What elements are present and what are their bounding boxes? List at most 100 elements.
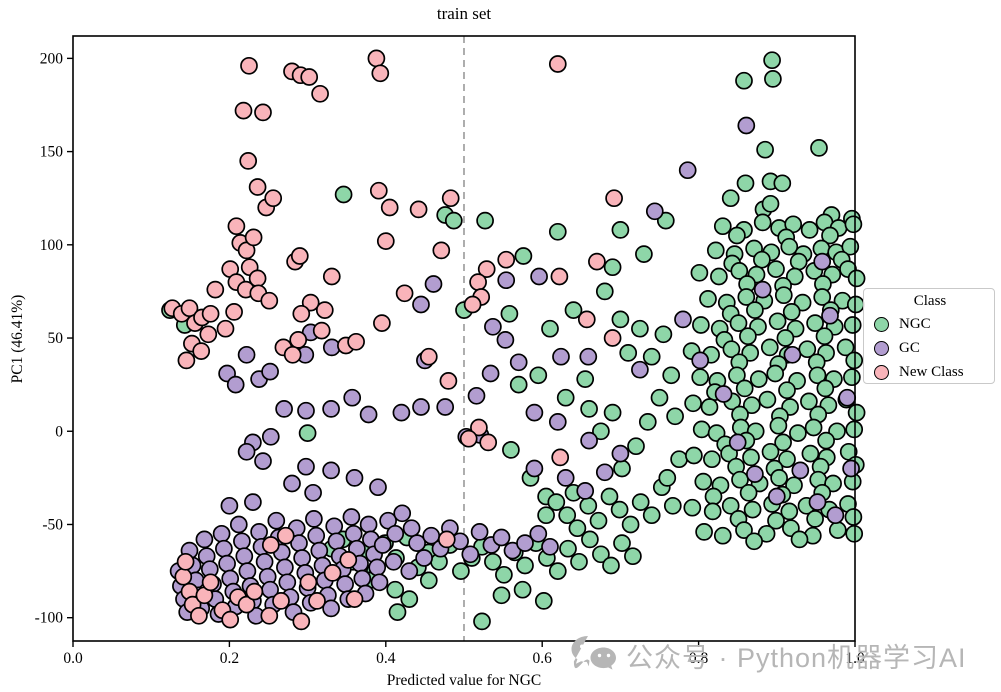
- legend-title: Class: [913, 293, 947, 309]
- scatter-point-gc: [261, 362, 279, 381]
- scatter-point-gc: [516, 534, 534, 552]
- scatter-point-new-class: [234, 101, 253, 120]
- scatter-point-ngc: [613, 534, 631, 552]
- scatter-point-ngc: [452, 562, 470, 580]
- scatter-point-gc: [467, 386, 486, 405]
- scatter-point-gc: [255, 552, 274, 571]
- scatter-point-ngc: [603, 403, 622, 422]
- scatter-point-gc: [235, 547, 254, 566]
- scatter-point-gc: [529, 524, 548, 543]
- scatter-point-gc: [579, 347, 598, 366]
- scatter-point-new-class: [477, 260, 496, 278]
- scatter-point-ngc: [806, 510, 824, 528]
- scatter-point-gc: [492, 528, 511, 547]
- scatter-point-gc: [215, 539, 233, 558]
- y-tick-label: 50: [48, 330, 64, 347]
- scatter-point-ngc: [694, 472, 713, 491]
- scatter-point-ngc: [706, 241, 725, 260]
- x-tick-label: 0.4: [376, 650, 396, 667]
- scatter-point-gc: [384, 552, 403, 571]
- x-tick-label: 1.0: [845, 650, 865, 667]
- scatter-point-gc: [826, 506, 845, 525]
- scatter-point-ngc: [476, 211, 494, 230]
- scatter-point-new-class: [240, 56, 258, 75]
- scatter-point-ngc: [790, 530, 809, 549]
- scatter-point-ngc: [516, 556, 534, 575]
- scatter-point-ngc: [500, 304, 519, 323]
- legend-swatch-icon: [874, 340, 889, 356]
- scatter-point-ngc: [769, 416, 788, 435]
- scatter-point-new-class: [221, 610, 240, 629]
- y-tick-label: 100: [40, 237, 64, 254]
- scatter-point-ngc: [690, 263, 709, 282]
- scatter-point-ngc: [745, 532, 763, 551]
- scatter-point-ngc: [658, 469, 677, 487]
- scatter-point-ngc: [473, 612, 491, 631]
- scatter-point-gc: [238, 562, 257, 580]
- scatter-point-gc: [386, 524, 405, 543]
- scatter-point-ngc: [753, 250, 771, 269]
- scatter-point-new-class: [308, 592, 326, 610]
- scatter-point-gc: [276, 558, 294, 577]
- scatter-point-ngc: [400, 590, 419, 608]
- scatter-point-gc: [229, 515, 248, 534]
- scatter-point-new-class: [299, 573, 318, 592]
- scatter-point-ngc: [767, 511, 785, 530]
- scatter-point-new-class: [289, 331, 308, 349]
- scatter-point-ngc: [785, 476, 803, 495]
- scatter-point-ngc: [642, 506, 661, 525]
- scatter-point-gc: [412, 398, 430, 416]
- scatter-point-ngc: [638, 413, 657, 431]
- scatter-point-new-class: [441, 189, 460, 208]
- scatter-point-new-class: [290, 247, 309, 265]
- scatter-point-gc: [353, 569, 372, 588]
- scatter-point-ngc: [815, 327, 834, 346]
- scatter-point-ngc: [568, 519, 587, 538]
- y-tick-label: -100: [35, 610, 64, 627]
- scatter-point-gc: [237, 345, 256, 364]
- scatter-point-gc: [310, 541, 329, 560]
- scatter-point-gc: [359, 405, 378, 424]
- legend: Class NGC GC New Class: [863, 288, 995, 384]
- scatter-point-ngc: [804, 418, 823, 437]
- scatter-point-new-class: [260, 606, 279, 625]
- scatter-point-ngc: [548, 222, 567, 241]
- scatter-point-gc: [548, 413, 567, 431]
- scatter-point-ngc: [547, 493, 566, 511]
- scatter-point-gc: [842, 459, 860, 478]
- scatter-point-ngc: [768, 312, 787, 331]
- scatter-point-ngc: [800, 392, 818, 411]
- scatter-point-ngc: [700, 398, 719, 416]
- scatter-point-ngc: [813, 288, 832, 306]
- scatter-point-ngc: [742, 396, 761, 415]
- scatter-point-new-class: [470, 418, 488, 437]
- scatter-point-ngc: [798, 340, 817, 359]
- scatter-point-gc: [322, 461, 340, 480]
- scatter-point-gc: [767, 487, 786, 506]
- scatter-point-gc: [369, 478, 387, 497]
- scatter-point-new-class: [248, 178, 267, 196]
- scatter-point-ngc: [742, 448, 760, 467]
- scatter-point-ngc: [735, 71, 753, 90]
- scatter-point-gc: [325, 517, 344, 536]
- scatter-point-gc: [525, 459, 544, 478]
- scatter-point-ngc: [654, 325, 673, 344]
- scatter-point-ngc: [570, 552, 588, 571]
- scatter-point-ngc: [704, 487, 723, 506]
- scatter-point-ngc: [670, 450, 688, 469]
- scatter-point-new-class: [437, 530, 456, 549]
- scatter-point-ngc: [602, 556, 620, 575]
- scatter-point-ngc: [298, 424, 317, 442]
- scatter-point-ngc: [642, 347, 661, 366]
- scatter-point-gc: [678, 161, 697, 180]
- scatter-point-new-class: [312, 321, 331, 340]
- legend-swatch-icon: [874, 364, 889, 380]
- scatter-point-new-class: [261, 536, 280, 554]
- scatter-point-gc: [645, 202, 664, 221]
- scatter-point-gc: [237, 442, 256, 461]
- scatter-point-new-class: [339, 551, 358, 569]
- scatter-point-ngc: [621, 515, 640, 534]
- scatter-point-gc: [342, 508, 361, 526]
- scatter-point-ngc: [579, 496, 598, 515]
